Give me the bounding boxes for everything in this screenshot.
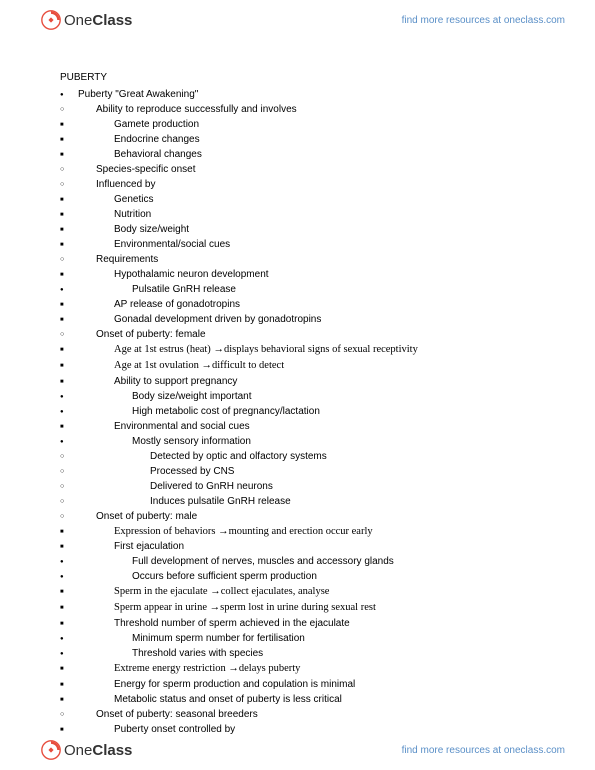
list-item: Gonadal development driven by gonadotrop… [60, 312, 555, 327]
list-item: Minimum sperm number for fertilisation [60, 631, 555, 646]
header-tagline[interactable]: find more resources at oneclass.com [402, 15, 565, 26]
document-body: PUBERTY Puberty "Great Awakening" Abilit… [60, 70, 555, 737]
logo-icon [40, 9, 62, 31]
list-item: Onset of puberty: male [60, 509, 555, 524]
list-item: Ability to reproduce successfully and in… [60, 102, 555, 117]
brand-logo: OneClass [40, 9, 132, 31]
list-item: High metabolic cost of pregnancy/lactati… [60, 404, 555, 419]
list-item: Expression of behaviorsmounting and erec… [60, 524, 555, 540]
list-item: Behavioral changes [60, 147, 555, 162]
list-item: Onset of puberty: female [60, 327, 555, 342]
footer-tagline[interactable]: find more resources at oneclass.com [402, 745, 565, 756]
list-item: Energy for sperm production and copulati… [60, 677, 555, 692]
list-item: First ejaculation [60, 539, 555, 554]
list-item: Sperm appear in urinesperm lost in urine… [60, 600, 555, 616]
list-item: Ability to support pregnancy [60, 374, 555, 389]
list-item: Metabolic status and onset of puberty is… [60, 692, 555, 707]
list-item: Influenced by [60, 177, 555, 192]
list-item: Mostly sensory information [60, 434, 555, 449]
list-item: Induces pulsatile GnRH release [60, 494, 555, 509]
list-item: Pulsatile GnRH release [60, 282, 555, 297]
list-item: Delivered to GnRH neurons [60, 479, 555, 494]
list-item: Body size/weight [60, 222, 555, 237]
logo-text: OneClass [64, 12, 132, 29]
list-item: Species-specific onset [60, 162, 555, 177]
list-item: Processed by CNS [60, 464, 555, 479]
list-item: Onset of puberty: seasonal breeders [60, 707, 555, 722]
list-item: Threshold number of sperm achieved in th… [60, 616, 555, 631]
list-item: Nutrition [60, 207, 555, 222]
list-item: Full development of nerves, muscles and … [60, 554, 555, 569]
list-item: Hypothalamic neuron development [60, 267, 555, 282]
list-item: Endocrine changes [60, 132, 555, 147]
list-item: Occurs before sufficient sperm productio… [60, 569, 555, 584]
list-item: Detected by optic and olfactory systems [60, 449, 555, 464]
brand-logo-footer: OneClass [40, 739, 132, 761]
list-item: Puberty "Great Awakening" [60, 87, 555, 102]
list-item: Requirements [60, 252, 555, 267]
list-item: Environmental and social cues [60, 419, 555, 434]
logo-icon [40, 739, 62, 761]
logo-text: OneClass [64, 742, 132, 759]
list-item: Extreme energy restrictiondelays puberty [60, 661, 555, 677]
list-item: Genetics [60, 192, 555, 207]
list-item: Gamete production [60, 117, 555, 132]
list-item: AP release of gonadotropins [60, 297, 555, 312]
list-item: Body size/weight important [60, 389, 555, 404]
list-item: Threshold varies with species [60, 646, 555, 661]
page-title: PUBERTY [60, 70, 555, 85]
list-item: Sperm in the ejaculatecollect ejaculates… [60, 584, 555, 600]
list-item: Environmental/social cues [60, 237, 555, 252]
list-item: Age at 1st ovulationdifficult to detect [60, 358, 555, 374]
list-item: Age at 1st estrus (heat)displays behavio… [60, 342, 555, 358]
